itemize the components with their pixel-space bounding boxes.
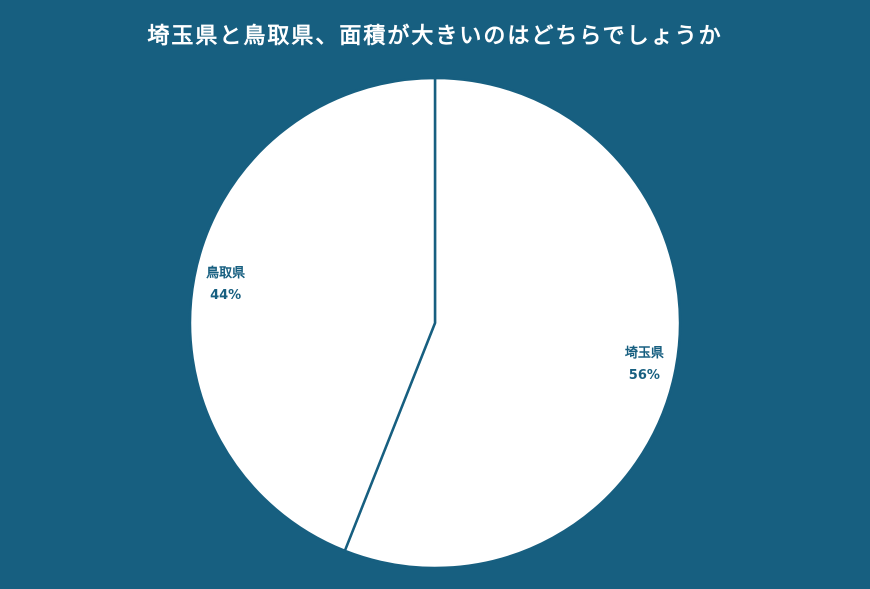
chart-title: 埼玉県と鳥取県、面積が大きいのはどちらでしょうか: [147, 24, 723, 49]
slice-value-label: 56%: [629, 368, 660, 383]
slice-label: 鳥取県: [206, 265, 245, 281]
slice-label: 埼玉県: [625, 345, 664, 361]
pie-slice-1: [188, 76, 437, 553]
pie-slice-0: [343, 76, 682, 570]
slice-value-label: 44%: [210, 288, 241, 303]
